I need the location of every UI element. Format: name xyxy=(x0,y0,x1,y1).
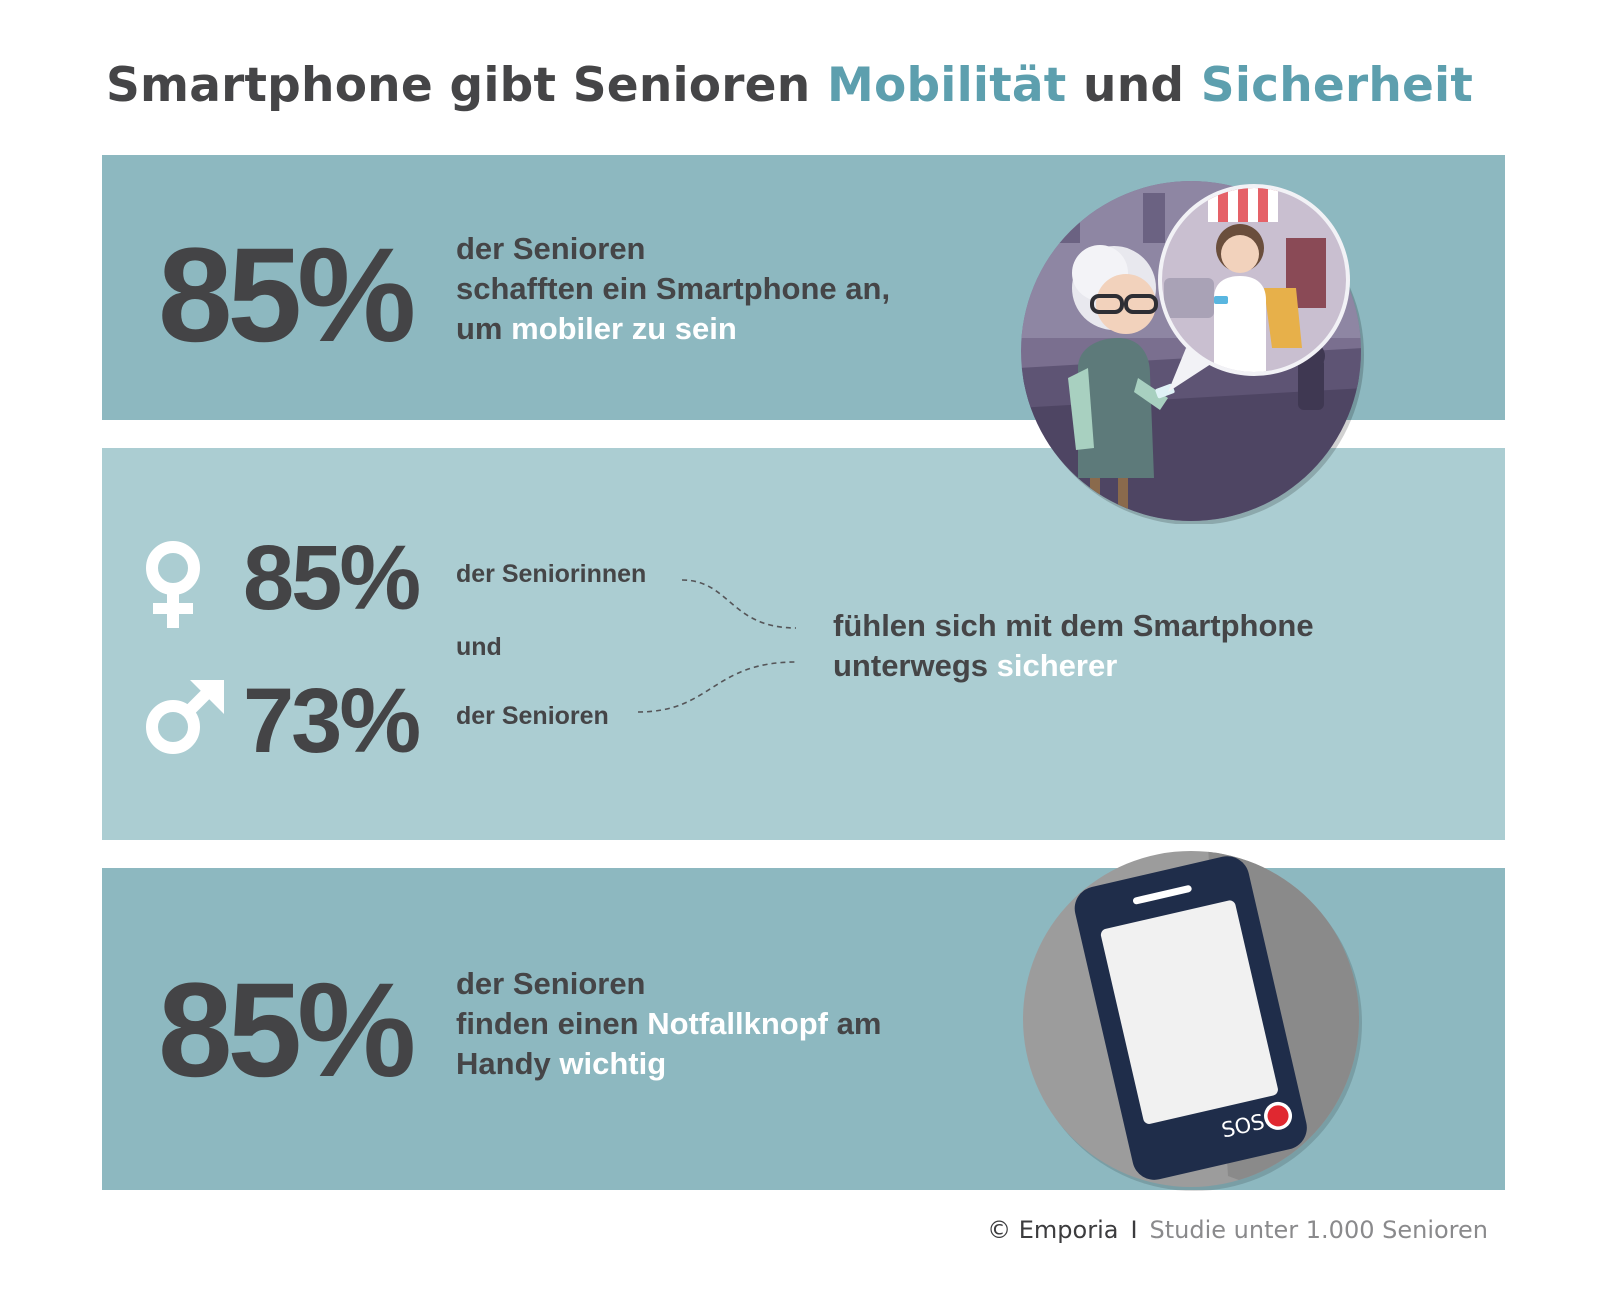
footer-note: Studie unter 1.000 Senioren xyxy=(1149,1216,1488,1244)
male-label: der Senioren xyxy=(456,702,609,730)
female-symbol-icon xyxy=(146,541,200,628)
footer-credit: © Emporia I Studie unter 1.000 Senioren xyxy=(987,1216,1488,1244)
female-percent: 85% xyxy=(243,527,421,629)
male-symbol-icon xyxy=(146,680,224,754)
mobility-text: der Senioren schafften ein Smartphone an… xyxy=(456,231,891,346)
title-highlight-mobility: Mobilität xyxy=(826,58,1067,113)
footer-brand: © Emporia xyxy=(987,1216,1119,1244)
senior-woman-with-smartphone-illustration xyxy=(1021,181,1364,524)
sos-button xyxy=(1267,1105,1289,1127)
emergency-percent: 85% xyxy=(158,956,416,1105)
stat-panel-safety xyxy=(102,448,1505,840)
title-highlight-security: Sicherheit xyxy=(1200,58,1474,113)
mobility-percent: 85% xyxy=(158,221,416,370)
emergency-text: der Senioren finden einen Notfallknopf a… xyxy=(456,966,882,1081)
connector-and: und xyxy=(456,633,502,661)
smartphone-sos-icon: SOS xyxy=(1023,851,1362,1191)
male-percent: 73% xyxy=(243,670,421,772)
safety-statement: fühlen sich mit dem Smartphone unterwegs… xyxy=(833,608,1314,683)
page-title: Smartphone gibt Senioren Mobilität und S… xyxy=(106,58,1474,113)
female-label: der Seniorinnen xyxy=(456,560,647,588)
connector-lines xyxy=(637,579,797,713)
